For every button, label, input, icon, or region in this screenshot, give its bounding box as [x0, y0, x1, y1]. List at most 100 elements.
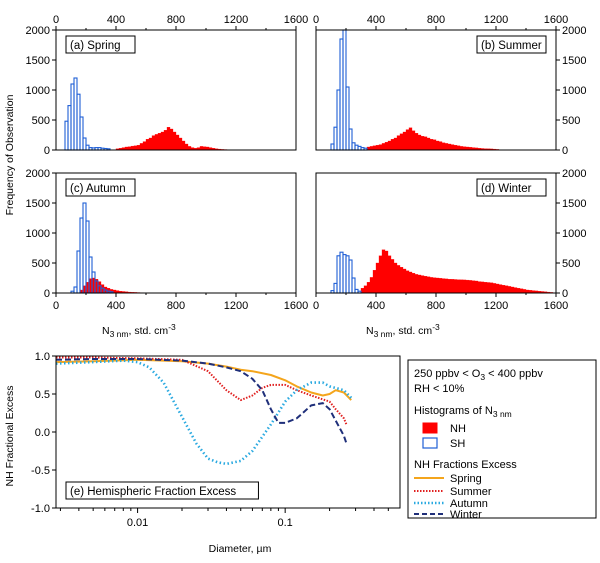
nh-bar [405, 129, 410, 151]
y-tick-label: 1000 [562, 228, 586, 240]
nh-bar [459, 279, 464, 294]
nh-bar [133, 145, 138, 151]
nh-bar [372, 270, 377, 294]
y-tick-label: 1500 [26, 198, 50, 210]
nh-bar [408, 127, 413, 151]
nh-bar [381, 143, 386, 151]
y-tick-label: 1500 [562, 198, 586, 210]
nh-bar [378, 255, 383, 294]
x-tick-label: 1600 [544, 14, 568, 26]
nh-bar [160, 131, 165, 151]
y-tick: 2000 [26, 168, 56, 180]
legend-sh-label: SH [450, 438, 465, 450]
y-tick: 1000 [556, 85, 586, 97]
panel-label: (e) Hemispheric Fraction Excess [70, 486, 236, 498]
x-tick-label: 1200 [484, 14, 508, 26]
y-tick: 0 [556, 288, 568, 300]
x-tick: 800 [427, 14, 445, 30]
x-tick-label: 0 [53, 14, 59, 26]
x-tick-label: 800 [167, 14, 185, 26]
y-tick: 2000 [26, 25, 56, 37]
hist-x-axis-label-right: N3 nm, std. cm-3 [366, 322, 440, 339]
x-tick: 1600 [284, 14, 308, 30]
nh-bar [480, 281, 485, 294]
nh-bar [438, 141, 443, 151]
nh-bar [444, 278, 449, 294]
nh-bar [369, 146, 374, 151]
nh-bar [384, 250, 389, 294]
nh-bar [462, 279, 467, 294]
x-tick-label: 400 [107, 300, 125, 312]
nh-bar [184, 143, 189, 151]
nh-bar [504, 285, 509, 294]
nh-bar [169, 128, 174, 151]
x-tick: 0.1 [278, 508, 293, 529]
x-tick-label: 1200 [224, 300, 248, 312]
y-tick-label: 0.5 [35, 389, 50, 401]
y-tick-label: 0.0 [35, 427, 50, 439]
y-tick: -1.0 [31, 503, 56, 515]
nh-bar [426, 137, 431, 151]
nh-bar [405, 270, 410, 294]
panel-label: (a) Spring [70, 40, 121, 52]
nh-bar [399, 133, 404, 151]
legend-nh-label: NH [450, 423, 466, 435]
nh-bar [441, 278, 446, 294]
x-tick: 0 [313, 293, 319, 312]
y-tick: 1.0 [35, 351, 56, 363]
x-tick-label: 0 [313, 300, 319, 312]
x-tick-label: 400 [367, 300, 385, 312]
x-tick-label: 800 [427, 14, 445, 26]
x-tick: 400 [367, 293, 385, 312]
x-tick: 0 [313, 14, 319, 30]
nh-bar [142, 141, 147, 151]
legend-condition-ozone: 250 ppbv < O3 < 400 ppbv [414, 368, 543, 382]
nh-bar [181, 140, 186, 151]
y-tick: 1500 [26, 55, 56, 67]
nh-bar [441, 142, 446, 151]
y-tick: 2000 [556, 168, 586, 180]
nh-bar [465, 279, 470, 294]
nh-bar [429, 277, 434, 294]
nh-bar [516, 288, 521, 294]
nh-bar [163, 130, 168, 151]
panel-summer: 0 500 1000 1500 2000 0 400 800 1200 1600 (b) Summe… [313, 14, 587, 157]
nh-bar [154, 134, 159, 151]
nh-bar [468, 280, 473, 294]
nh-bar [420, 136, 425, 151]
y-tick: -0.5 [31, 465, 56, 477]
nh-bar [387, 140, 392, 151]
nh-bar [453, 279, 458, 294]
y-tick: 500 [556, 115, 580, 127]
y-tick: 1500 [26, 198, 56, 210]
legend-condition-rh: RH < 10% [414, 383, 465, 395]
y-tick: 1500 [556, 55, 586, 67]
nh-bar [414, 133, 419, 151]
x-tick-label: 0.01 [127, 517, 148, 529]
nh-bar [199, 146, 204, 151]
x-tick-label: 1200 [224, 14, 248, 26]
x-tick-label: 400 [367, 14, 385, 26]
x-tick-label: 1600 [284, 300, 308, 312]
nh-bar [492, 283, 497, 294]
nh-bar [393, 137, 398, 151]
y-tick-label: 0 [44, 145, 50, 157]
nh-bar [519, 288, 524, 294]
hist-x-axis-label-left: N3 nm, std. cm-3 [102, 322, 176, 339]
y-tick-label: 0 [562, 288, 568, 300]
y-tick: 0 [44, 145, 56, 157]
nh-bar [420, 275, 425, 294]
nh-bar [447, 143, 452, 151]
y-tick-label: 500 [562, 115, 580, 127]
y-tick: 500 [32, 115, 56, 127]
panel-winter: 0 500 1000 1500 2000 0 400 800 1200 1600 (d) Winte… [313, 168, 587, 312]
nh-bar [432, 277, 437, 294]
nh-bar [375, 145, 380, 151]
nh-bar [396, 135, 401, 151]
nh-bar [423, 276, 428, 294]
nh-bar [444, 143, 449, 151]
legend-spring-label: Spring [450, 473, 482, 485]
x-tick: 1600 [544, 14, 568, 30]
nh-bar [495, 283, 500, 294]
panel-label-box [476, 35, 547, 54]
